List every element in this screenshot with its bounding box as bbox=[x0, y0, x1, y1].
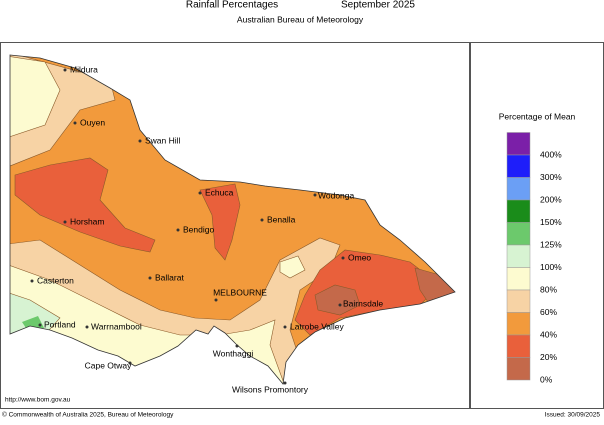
place-label: Wonthaggi bbox=[213, 348, 254, 358]
legend-frame bbox=[470, 42, 604, 409]
legend-label: 80% bbox=[540, 284, 557, 294]
place-label: Swan Hill bbox=[145, 135, 181, 145]
legend-swatch bbox=[506, 154, 531, 178]
period: September 2025 bbox=[341, 0, 415, 11]
legend-swatch bbox=[506, 334, 531, 358]
place-label: Ballarat bbox=[155, 272, 184, 282]
footer-copyright: © Commonwealth of Australia 2025, Bureau… bbox=[2, 411, 174, 419]
legend-label: 200% bbox=[540, 194, 562, 204]
legend-swatch bbox=[506, 132, 531, 156]
place-label: Portland bbox=[44, 319, 76, 329]
place-label: Bairnsdale bbox=[343, 298, 383, 308]
place-dot bbox=[30, 279, 34, 283]
place-label: Omeo bbox=[348, 252, 371, 262]
legend-swatch bbox=[506, 244, 531, 268]
place-label: Wilsons Promontory bbox=[232, 384, 309, 394]
place-label: Echuca bbox=[205, 187, 234, 197]
legend-swatch bbox=[506, 289, 531, 313]
place-label: Horsham bbox=[70, 216, 104, 226]
place-dot bbox=[128, 361, 132, 365]
legend-label: 60% bbox=[540, 307, 557, 317]
place-label: Benalla bbox=[267, 214, 296, 224]
place-dot bbox=[38, 323, 42, 327]
place-label: Casterton bbox=[37, 275, 74, 285]
place-dot bbox=[283, 381, 287, 385]
legend-label: 150% bbox=[540, 217, 562, 227]
footer-issued: Issued: 30/09/2025 bbox=[545, 412, 601, 419]
place-label: Latrobe Valley bbox=[290, 321, 344, 331]
place-label: Cape Otway bbox=[85, 360, 133, 370]
footer-url: http://www.bom.gov.au bbox=[5, 397, 71, 404]
place-dot bbox=[63, 68, 67, 72]
legend-label: 0% bbox=[540, 374, 553, 384]
place-dot bbox=[148, 276, 152, 280]
place-label: Bendigo bbox=[183, 224, 214, 234]
place-dot bbox=[138, 139, 142, 143]
place-label: Warrnambool bbox=[91, 321, 142, 331]
places: Mildura Ouyen Swan Hill Echuca Wodonga Horsha… bbox=[30, 64, 383, 394]
legend-label: 300% bbox=[540, 172, 562, 182]
legend-label: 100% bbox=[540, 262, 562, 272]
place-label: Wodonga bbox=[318, 190, 355, 200]
legend-swatch bbox=[506, 222, 531, 246]
legend-label: 20% bbox=[540, 352, 557, 362]
place-dot bbox=[341, 256, 345, 260]
place-dot bbox=[214, 298, 218, 302]
place-dot bbox=[176, 228, 180, 232]
place-dot bbox=[283, 325, 287, 329]
legend: Percentage of Mean 400% 300% 200% 150% 125% 1… bbox=[499, 111, 576, 384]
legend-label: 400% bbox=[540, 149, 562, 159]
place-dot bbox=[73, 121, 77, 125]
legend-label: 40% bbox=[540, 329, 557, 339]
legend-swatch bbox=[506, 357, 531, 381]
place-label: MELBOURNE bbox=[213, 287, 267, 297]
place-label: Ouyen bbox=[80, 117, 105, 127]
legend-title: Percentage of Mean bbox=[499, 111, 576, 121]
legend-label: 125% bbox=[540, 239, 562, 249]
place-label: Mildura bbox=[70, 64, 98, 74]
legend-swatch bbox=[506, 312, 531, 336]
map-frame bbox=[0, 42, 470, 409]
place-dot bbox=[198, 191, 202, 195]
legend-swatch bbox=[506, 199, 531, 223]
place-dot bbox=[260, 218, 264, 222]
place-dot bbox=[85, 325, 89, 329]
place-dot bbox=[338, 303, 342, 307]
place-dot bbox=[313, 193, 317, 197]
place-dot bbox=[235, 344, 239, 348]
place-dot bbox=[63, 220, 67, 224]
subtitle: Australian Bureau of Meteorology bbox=[237, 14, 364, 24]
legend-swatch bbox=[506, 267, 531, 291]
legend-swatch bbox=[506, 177, 531, 201]
title: Rainfall Percentages bbox=[186, 0, 278, 11]
